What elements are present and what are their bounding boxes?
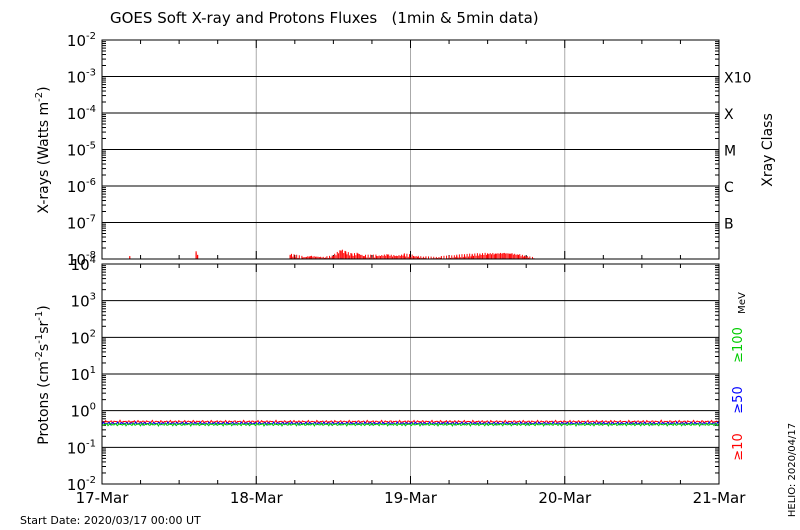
xray-y-tick-label: 10-8 — [67, 250, 96, 269]
proton-y-axis-label: Protons (cm-2s-1sr-1) — [34, 305, 52, 444]
xray-series — [129, 249, 535, 260]
xray-y-tick-label: 10-6 — [67, 177, 96, 196]
xray-panel: 10-2 10-3 10-4 10-5 10-6 10-7 10-8 X10 X M C B Xra… — [34, 31, 776, 269]
xray-y-tick-label: 10-7 — [67, 214, 96, 233]
proton-channel-labels: ≥100 ≥50 ≥10 — [731, 327, 746, 461]
x-axis-tick-labels: 17-Mar 18-Mar 19-Mar 20-Mar 21-Mar — [76, 489, 747, 507]
chart-title: GOES Soft X-ray and Protons Fluxes (1min… — [110, 9, 539, 27]
xray-y-tick-label: 10-2 — [67, 31, 96, 50]
start-date-label: Start Date: 2020/03/17 00:00 UT — [20, 514, 201, 527]
proton-y-tick-label: 101 — [71, 365, 96, 384]
proton-unit-label: MeV — [737, 292, 748, 314]
xray-y-axis-label: X-rays (Watts m-2) — [34, 86, 52, 213]
x-tick-label: 20-Mar — [538, 489, 592, 507]
xray-class-label: M — [724, 144, 736, 160]
proton-series-line-≥10 — [101, 419, 720, 425]
proton-channel-label: ≥50 — [731, 386, 746, 413]
x-tick-label: 21-Mar — [693, 489, 747, 507]
proton-y-tick-label: 100 — [71, 402, 96, 421]
proton-y-tick-label: 103 — [71, 292, 96, 311]
x-tick-label: 19-Mar — [384, 489, 438, 507]
xray-class-axis-label: Xray Class — [760, 113, 776, 187]
xray-class-label: X10 — [724, 71, 751, 87]
proton-y-tick-label: 104 — [71, 255, 96, 274]
credit-label: HELIO: 2020/04/17 — [787, 423, 798, 517]
xray-frame — [101, 39, 720, 260]
proton-frame — [101, 263, 720, 485]
proton-series-line-≥100 — [101, 422, 720, 428]
xray-class-label: C — [724, 180, 734, 196]
xray-class-labels: X10 X M C B — [724, 71, 751, 233]
xray-y-tick-label: 10-3 — [67, 68, 96, 87]
proton-y-tick-labels: 104 103 102 101 100 10-1 10-2 — [67, 255, 96, 494]
proton-y-tick-label: 102 — [71, 328, 96, 347]
proton-y-tick-label: 10-2 — [67, 475, 96, 494]
x-tick-label: 17-Mar — [76, 489, 130, 507]
proton-panel: 104 103 102 101 100 10-1 10-2 MeV ≥100 ≥50 ≥10 P… — [34, 255, 748, 494]
proton-series — [101, 419, 720, 428]
xray-y-tick-labels: 10-2 10-3 10-4 10-5 10-6 10-7 10-8 — [67, 31, 96, 269]
proton-channel-label: ≥10 — [731, 433, 746, 460]
xray-y-tick-label: 10-5 — [67, 141, 96, 160]
proton-decade-lines — [101, 264, 720, 484]
proton-y-tick-label: 10-1 — [67, 438, 96, 457]
xray-class-label: B — [724, 217, 734, 233]
xray-class-label: X — [724, 107, 734, 123]
proton-channel-label: ≥100 — [731, 327, 746, 363]
x-tick-label: 18-Mar — [230, 489, 284, 507]
xray-y-tick-label: 10-4 — [67, 104, 96, 123]
